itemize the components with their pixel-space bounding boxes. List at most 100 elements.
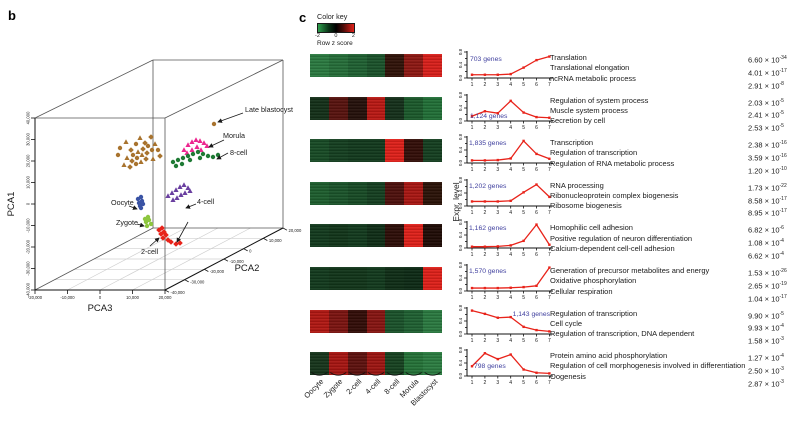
gene-count-label: 1,570 genes — [469, 268, 507, 275]
go-term: Calcium-dependent cell-cell adhesion — [550, 243, 675, 253]
x-tick-label: 7 — [548, 295, 551, 301]
pca3-tick-label: 20,000 — [159, 295, 172, 300]
p-value-exponent: -8 — [779, 80, 784, 87]
heatmap-cell — [328, 352, 348, 376]
profile-plot: 0.0 0.4 0.8 1 2 3 4 5 6 7 703 genes — [458, 48, 553, 88]
data-point — [197, 155, 203, 161]
data-point — [144, 150, 150, 156]
color-key-tick: 0 — [334, 33, 338, 39]
data-point — [146, 217, 152, 223]
profile-point — [483, 286, 487, 290]
profile-point — [483, 159, 487, 162]
y-tick-label: 0.8 — [458, 347, 463, 354]
p-values: 1.53 × 10-26 2.65 × 10-19 1.04 × 10-17 — [748, 266, 787, 304]
x-tick-label: 6 — [535, 338, 538, 344]
data-point — [175, 157, 181, 163]
p-values: 2.38 × 10-16 3.59 × 10-16 1.20 × 10-10 — [748, 138, 787, 176]
p-value-exponent: -3 — [779, 336, 784, 343]
profile-point — [535, 284, 538, 287]
go-term: Secretion by cell — [550, 116, 606, 126]
p-value-exponent: -17 — [779, 67, 787, 74]
y-tick-label: 0.4 — [458, 61, 463, 68]
y-tick-label: 0.8 — [458, 91, 463, 98]
heatmap-cell — [310, 309, 329, 333]
x-tick-label: 5 — [522, 125, 525, 131]
profile-point — [483, 352, 487, 355]
y-tick-label: 0.0 — [458, 373, 463, 380]
p-value-exponent: -10 — [779, 165, 787, 172]
go-term: Generation of precursor metabolites and … — [550, 266, 710, 275]
pca2-tick-label: 10,000 — [269, 238, 282, 243]
pca2-axis-label: PCA2 — [235, 263, 260, 274]
x-tick-label: 4 — [509, 295, 512, 301]
profile-point — [535, 371, 538, 375]
go-term: Cellular respiration — [550, 286, 613, 296]
x-tick-label: 1 — [471, 252, 474, 258]
p-value: 9.93 × 10-4 — [748, 323, 784, 333]
heatmap-cell — [366, 352, 386, 376]
profile-point — [535, 328, 538, 331]
heatmap-cell — [328, 139, 348, 163]
cluster-label: Late blastocyst — [245, 105, 293, 114]
cluster-arrow — [208, 139, 225, 148]
profile-plot: 0.0 0.4 0.8 1 2 3 4 5 6 7 1,124 genes — [458, 91, 553, 131]
heatmap-cell — [347, 267, 367, 290]
x-tick-label: 2 — [484, 380, 487, 386]
go-term: Muscle system process — [550, 105, 628, 115]
data-point — [129, 158, 135, 164]
cluster-arrow — [128, 205, 138, 210]
color-key-title: Color key — [317, 12, 348, 21]
x-tick-label: 2 — [484, 210, 487, 216]
profile-point — [522, 368, 525, 371]
x-tick-label: 4 — [509, 210, 512, 216]
y-tick-label: 0.4 — [458, 232, 463, 239]
x-tick-label: 7 — [548, 167, 551, 173]
p-value-exponent: -17 — [779, 208, 787, 215]
data-point — [158, 231, 164, 237]
heatmap-cell — [404, 139, 424, 163]
data-point — [152, 141, 158, 146]
data-point — [168, 239, 174, 245]
heatmap-row — [310, 267, 443, 290]
data-point — [130, 152, 136, 158]
data-point — [200, 151, 206, 157]
pca2-tick-label: -10,000 — [230, 259, 245, 264]
heatmap-cell — [347, 352, 367, 376]
p-value-exponent: -5 — [779, 310, 784, 317]
profile-point — [548, 266, 551, 269]
p-values: 1.27 × 10-4 2.50 × 10-3 2.87 × 10-3 — [748, 351, 784, 389]
y-tick-label: 0.4 — [458, 360, 463, 367]
pca2-tick — [204, 268, 209, 272]
x-tick-label: 7 — [548, 252, 551, 258]
column-brace — [367, 372, 385, 376]
profile-point — [470, 245, 474, 249]
profile-point — [483, 312, 487, 315]
heatmap-cell — [423, 181, 443, 205]
profile-point — [483, 109, 487, 113]
heatmap-cell — [328, 96, 348, 120]
data-point — [215, 152, 221, 158]
profile-point — [509, 199, 512, 202]
x-tick-label: 3 — [496, 338, 499, 344]
floor-grid-line — [132, 227, 251, 291]
gene-count-label: 1,202 genes — [469, 183, 507, 190]
x-tick-label: 6 — [535, 380, 538, 386]
y-tick-label: 0.4 — [458, 274, 463, 281]
color-key-ticks: -2 0 2 — [315, 33, 355, 39]
p-value-exponent: -16 — [779, 152, 787, 159]
profile-point — [509, 244, 512, 247]
data-point — [121, 162, 127, 167]
data-point — [138, 194, 144, 200]
data-point — [163, 232, 169, 238]
cluster-label: Morula — [223, 131, 245, 140]
profile-point — [483, 200, 487, 203]
pca3-tick-label: -10,000 — [60, 295, 75, 300]
data-point — [144, 223, 150, 229]
heatmap-row — [310, 352, 443, 376]
y-tick-label: 0.0 — [458, 160, 463, 167]
data-point — [148, 221, 154, 227]
p-value: 2.38 × 10-16 — [748, 140, 787, 150]
pca2-tick — [282, 227, 288, 231]
data-point — [181, 147, 187, 152]
data-point — [189, 139, 195, 144]
